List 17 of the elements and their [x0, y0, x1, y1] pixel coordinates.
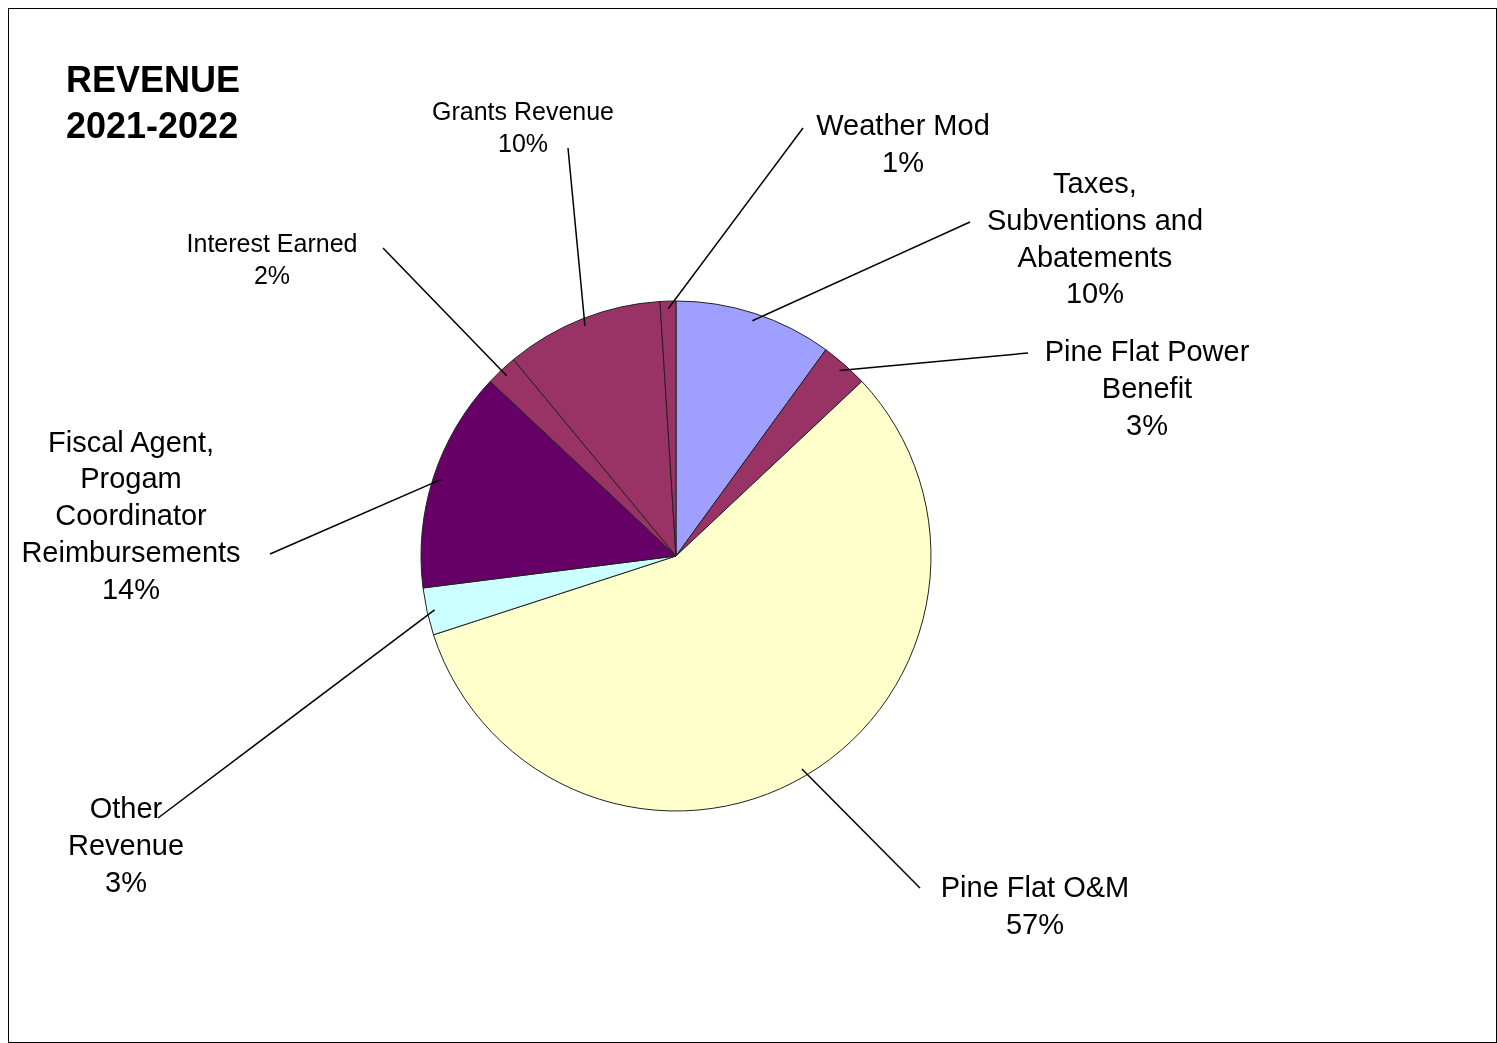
chart-title: REVENUE 2021-2022	[66, 59, 241, 146]
data-label: 57%	[1005, 907, 1065, 940]
data-label: 14%	[101, 572, 161, 605]
slice-label: Other Revenue	[67, 792, 185, 862]
data-label: 3%	[105, 865, 147, 898]
data-label: 10%	[497, 128, 549, 157]
slice-label: Taxes, Subventions and Abatements	[986, 166, 1204, 273]
slice-label: Fiscal Agent, Progam Coordinator Reimbursements	[21, 425, 241, 568]
data-label: 1%	[882, 145, 924, 178]
data-label: 2%	[253, 260, 291, 289]
slice-label: Grants Revenue	[431, 96, 615, 125]
data-label: 10%	[1065, 277, 1125, 310]
slice-label: Interest Earned	[186, 228, 358, 257]
slice-label: Pine Flat Power Benefit	[1044, 335, 1250, 405]
data-label: 3%	[1126, 408, 1168, 441]
slice-label: Pine Flat O&M	[940, 870, 1130, 903]
slice-label: Weather Mod	[816, 108, 990, 141]
